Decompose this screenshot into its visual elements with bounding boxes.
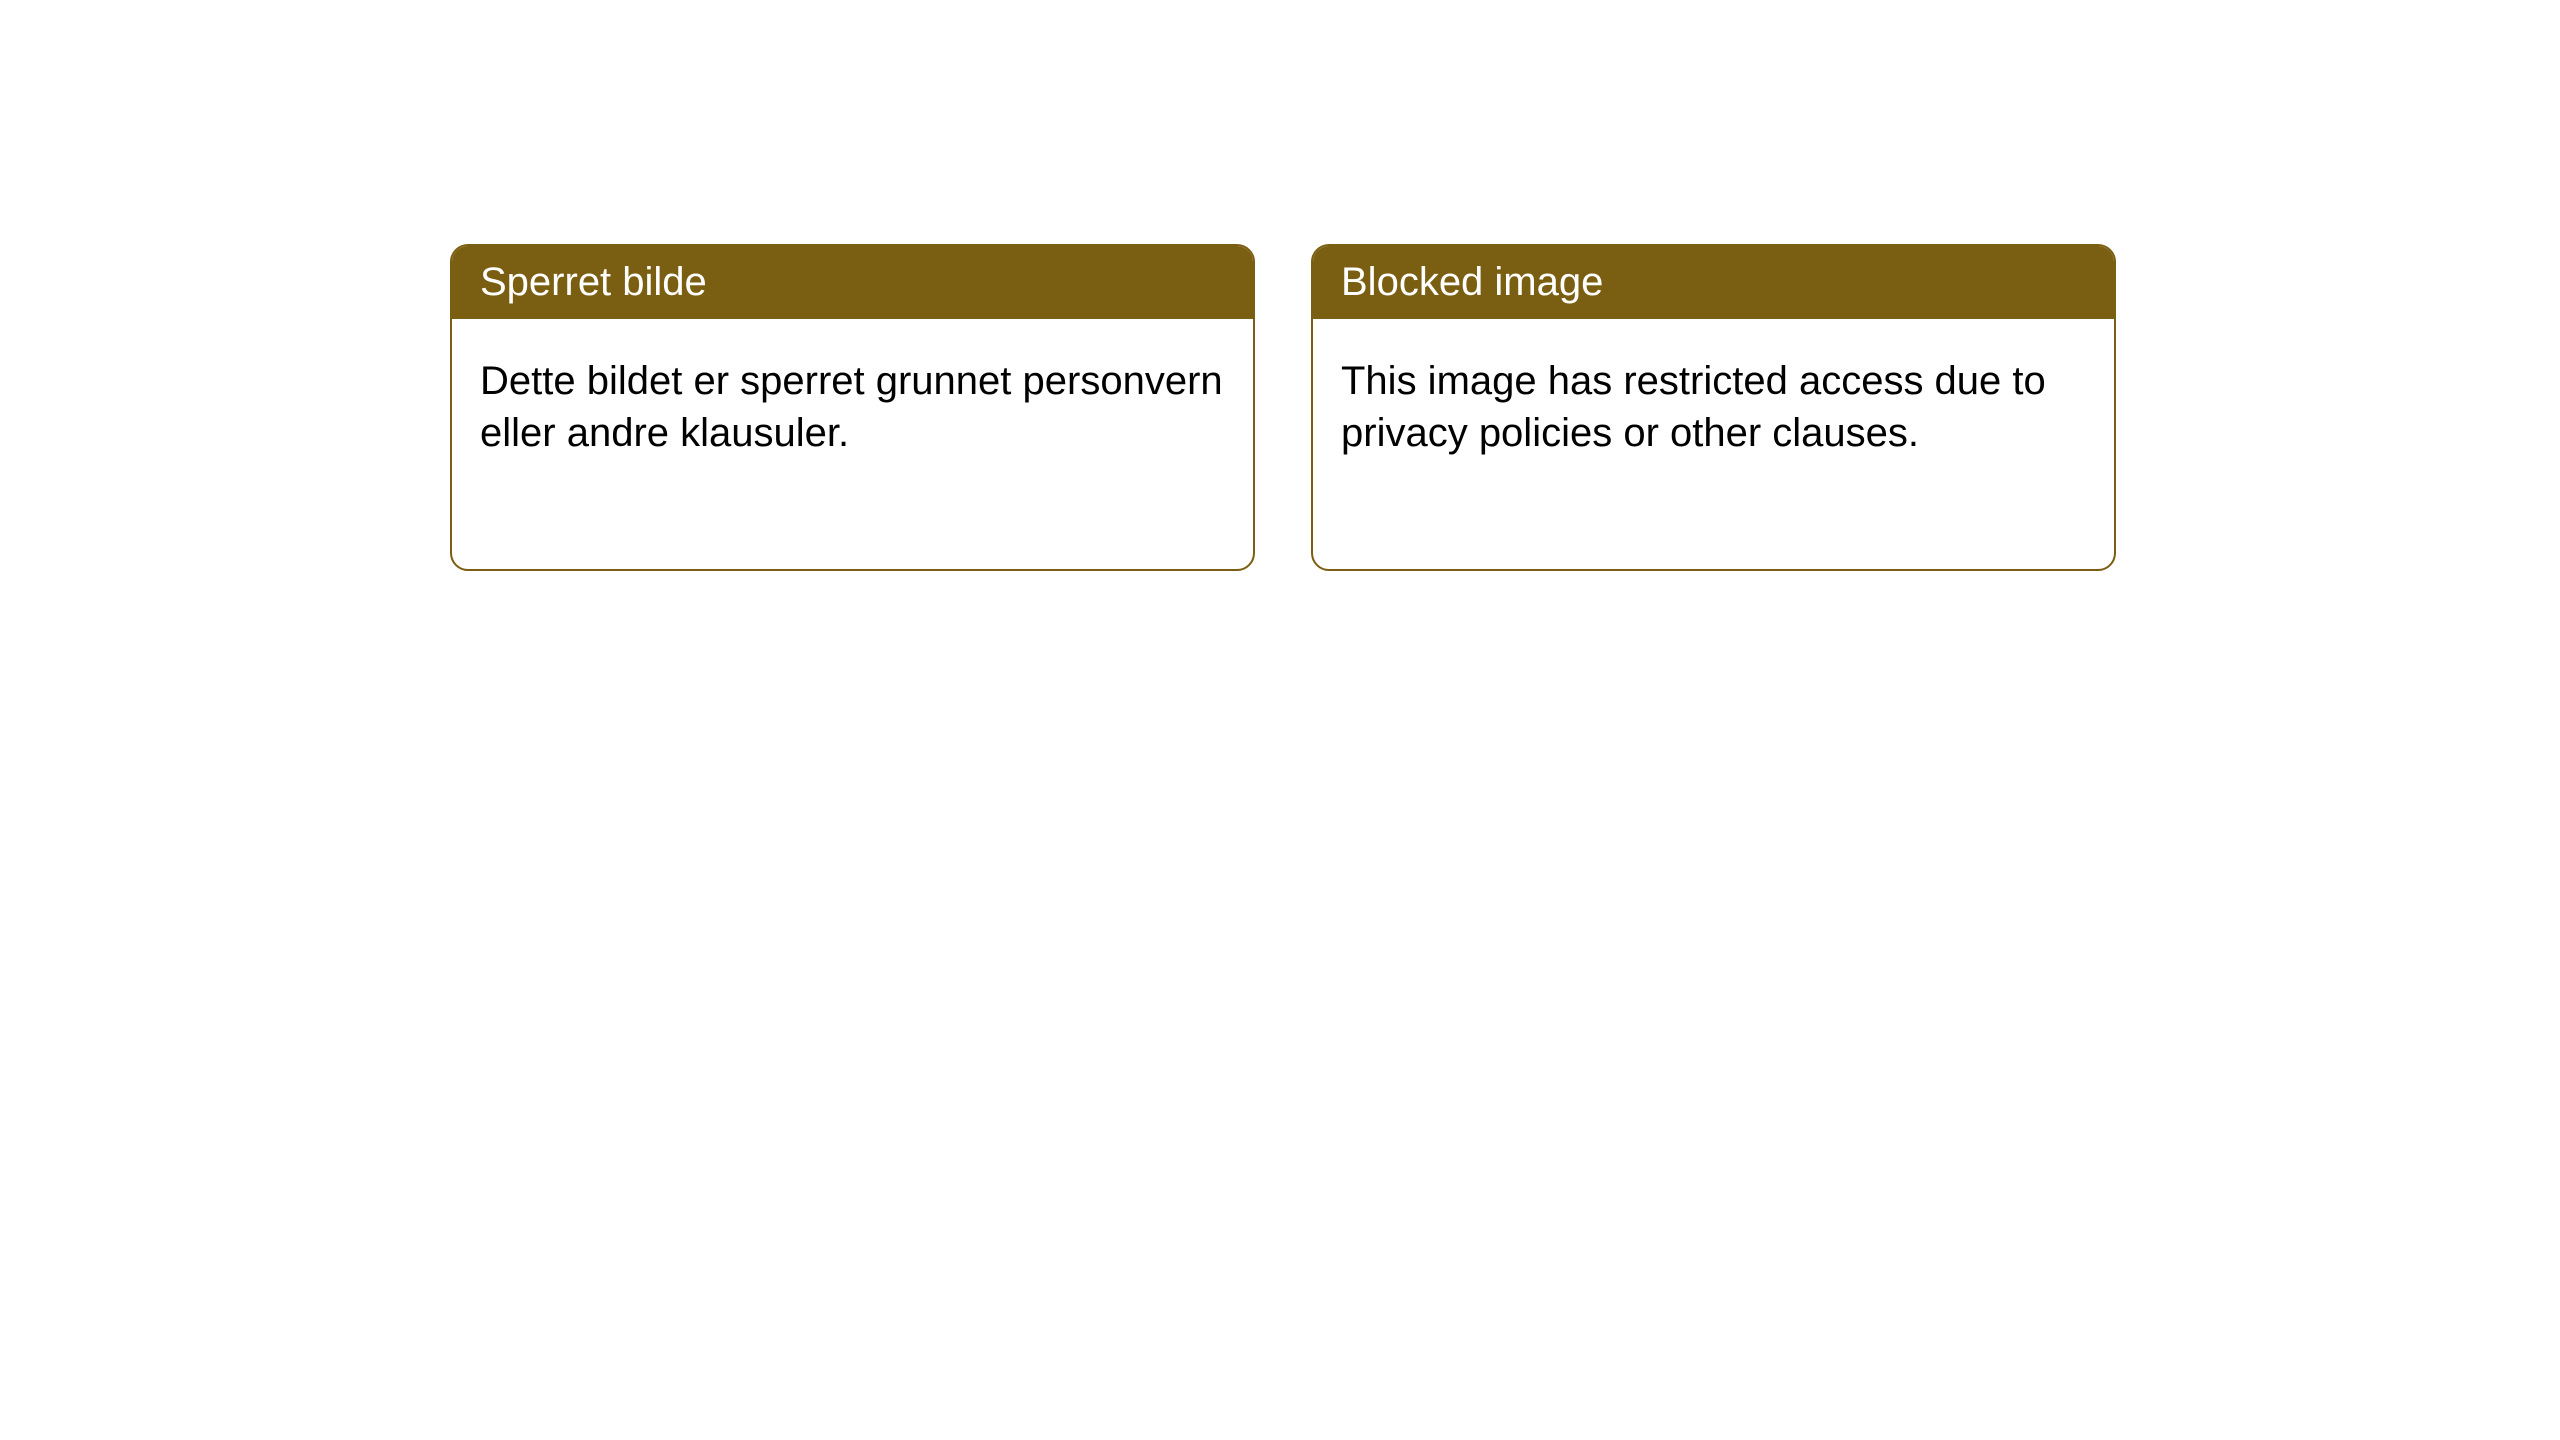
notice-card-english: Blocked image This image has restricted … (1311, 244, 2116, 571)
notice-card-title: Sperret bilde (452, 246, 1253, 319)
notice-card-body: This image has restricted access due to … (1313, 319, 2114, 569)
notice-card-body: Dette bildet er sperret grunnet personve… (452, 319, 1253, 569)
notice-cards-container: Sperret bilde Dette bildet er sperret gr… (450, 244, 2116, 571)
notice-card-norwegian: Sperret bilde Dette bildet er sperret gr… (450, 244, 1255, 571)
notice-card-title: Blocked image (1313, 246, 2114, 319)
